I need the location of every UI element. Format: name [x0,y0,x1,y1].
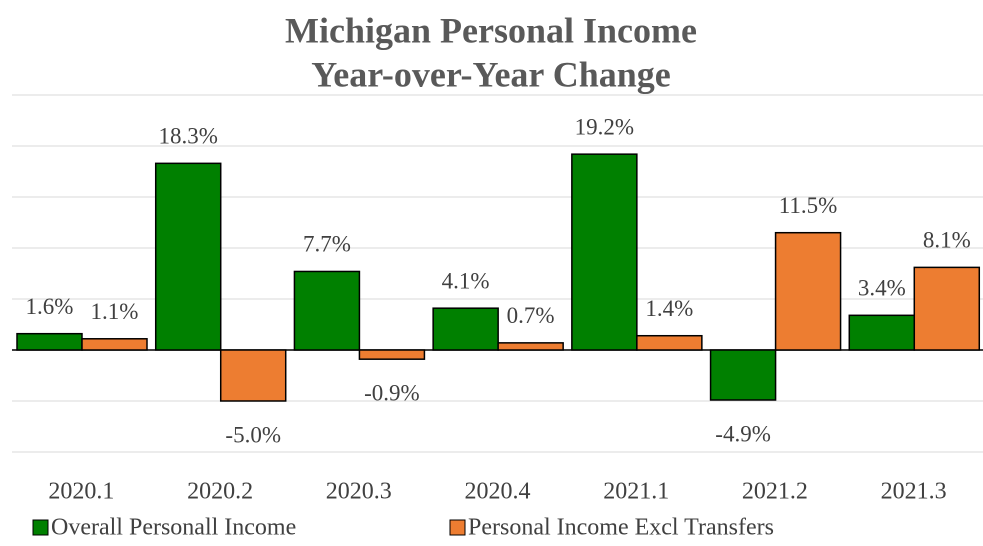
legend-swatch [32,519,49,536]
data-label: -0.9% [364,380,420,405]
bar [774,231,842,351]
bar [432,307,499,351]
x-tick-label: 2021.1 [603,479,669,505]
data-label: 3.4% [858,276,906,301]
bar [154,162,222,351]
data-label: -5.0% [225,422,281,447]
data-label: 18.3% [159,124,218,149]
data-label: 4.1% [442,268,490,293]
bar [636,334,703,351]
x-tick-label: 2020.4 [465,479,531,505]
bar [848,314,916,351]
chart-title: Year-over-Year Change [311,54,671,94]
bar [571,153,638,351]
bar [293,270,361,351]
legend-label: Personal Income Excl Transfers [468,515,774,541]
data-label: 19.2% [575,114,634,139]
legend-label: Overall Personall Income [51,515,296,541]
data-label: -4.9% [715,421,771,446]
legend-swatch [449,519,466,536]
bar [81,338,148,351]
bar [913,266,981,351]
bar [219,349,287,402]
data-label: 11.5% [779,193,838,218]
data-label: 1.6% [26,294,74,319]
chart-title: Michigan Personal Income [285,10,697,50]
data-label: 0.7% [507,303,555,328]
data-label: 1.1% [91,299,139,324]
bar [497,342,564,351]
bar [358,349,426,360]
data-label: 1.4% [645,296,693,321]
bar [709,349,777,401]
x-tick-label: 2021.3 [881,479,947,505]
data-label: 8.1% [923,228,971,253]
x-tick-label: 2020.3 [326,479,392,505]
x-tick-label: 2021.2 [742,479,808,505]
data-label: 7.7% [303,232,351,257]
x-tick-label: 2020.2 [187,479,253,505]
bar [16,332,83,351]
x-tick-label: 2020.1 [48,479,114,505]
